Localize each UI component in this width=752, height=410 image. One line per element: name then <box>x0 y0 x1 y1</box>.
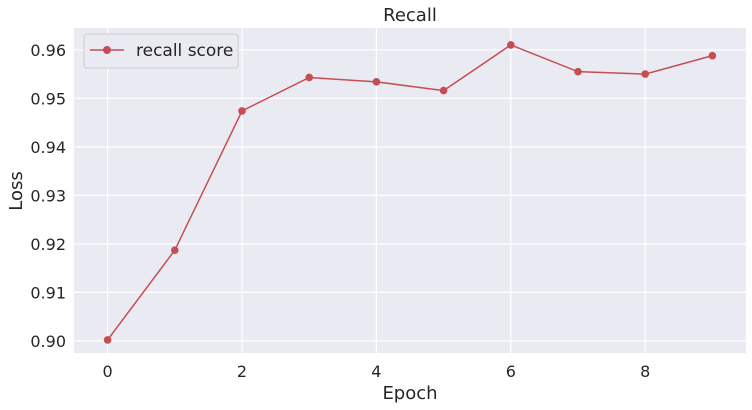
series-layer <box>103 41 717 344</box>
plot-background <box>74 28 746 353</box>
y-tick-label: 0.95 <box>30 89 66 108</box>
legend-box <box>83 33 239 69</box>
legend: recall score <box>83 33 239 69</box>
x-tick-label: 8 <box>640 362 650 381</box>
legend-series-marker <box>103 46 111 54</box>
data-point <box>372 78 381 86</box>
y-tick-labels: 0.90 0.91 0.92 0.93 0.94 0.95 0.96 <box>30 41 66 351</box>
x-tick-label: 4 <box>371 362 381 381</box>
y-tick-label: 0.90 <box>30 332 66 351</box>
x-tick-label: 2 <box>237 362 247 381</box>
x-tick-label: 0 <box>103 362 113 381</box>
data-point <box>641 70 649 78</box>
y-tick-label: 0.96 <box>30 41 66 60</box>
data-point <box>171 246 179 254</box>
data-point <box>708 51 717 60</box>
legend-series-label: recall score <box>136 41 233 61</box>
series-line <box>106 44 713 341</box>
y-tick-label: 0.91 <box>30 283 66 302</box>
data-point <box>439 86 448 95</box>
x-tick-labels: 0 2 4 6 8 <box>103 362 651 381</box>
y-tick-label: 0.94 <box>30 138 66 157</box>
y-axis-label: Loss <box>6 171 27 210</box>
y-tick-label: 0.93 <box>30 186 66 205</box>
data-point <box>103 336 112 344</box>
data-point <box>305 73 314 82</box>
x-axis-label: Epoch <box>382 383 437 404</box>
chart-title: Recall <box>383 5 437 26</box>
data-point <box>238 107 246 115</box>
x-tick-label: 6 <box>506 362 516 381</box>
y-tick-label: 0.92 <box>30 235 66 254</box>
data-point <box>507 41 515 49</box>
data-point <box>574 67 582 76</box>
